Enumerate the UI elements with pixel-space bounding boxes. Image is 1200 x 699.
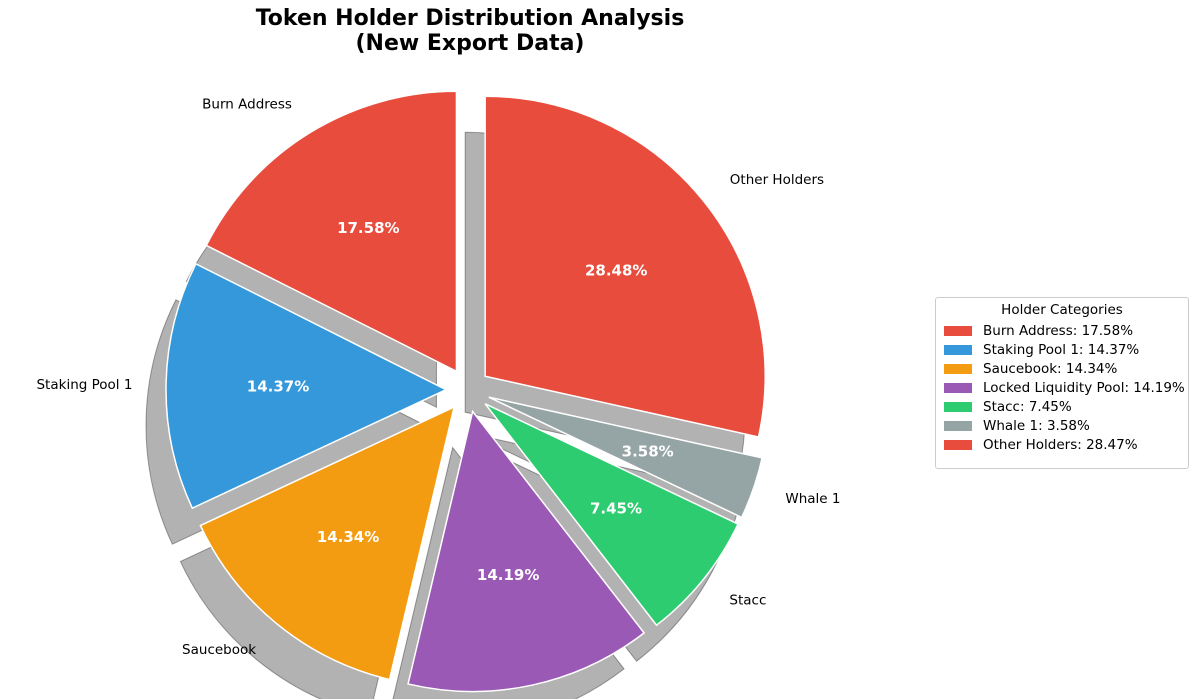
pct-label-other-holders: 28.48%	[585, 262, 647, 280]
legend-swatch	[944, 363, 972, 374]
legend-label: Staking Pool 1: 14.37%	[983, 341, 1140, 358]
pct-label-saucebook: 14.34%	[317, 528, 379, 546]
legend-swatch	[944, 401, 972, 412]
pct-label-locked-liquidity-pool: 14.19%	[477, 566, 539, 584]
slice-saucebook	[199, 405, 456, 681]
legend-swatch	[944, 344, 972, 355]
slice-staking-pool-1	[165, 262, 448, 510]
slice-label-burn-address: Burn Address	[202, 96, 292, 112]
slice-locked-liquidity-pool	[407, 409, 646, 693]
legend-label: Saucebook: 14.34%	[983, 360, 1118, 377]
legend-label: Stacc: 7.45%	[983, 398, 1072, 415]
legend-label: Burn Address: 17.58%	[983, 322, 1134, 339]
legend-swatch	[944, 439, 972, 450]
pie-slices	[165, 90, 766, 693]
legend-label: Locked Liquidity Pool: 14.19%	[983, 379, 1185, 396]
legend-swatch	[944, 325, 972, 336]
legend-rows: Burn Address: 17.58% Staking Pool 1: 14.3…	[944, 321, 1185, 454]
legend-item-burn-address: Burn Address: 17.58%	[944, 321, 1180, 340]
chart-title-line-1: Token Holder Distribution Analysis	[255, 6, 685, 31]
legend-item-saucebook: Saucebook: 14.34%	[944, 359, 1180, 378]
chart-title: Token Holder Distribution Analysis (New …	[170, 6, 770, 56]
pct-label-staking-pool-1: 14.37%	[247, 378, 309, 396]
legend-swatch	[944, 420, 972, 431]
slice-stacc	[484, 403, 740, 627]
slice-label-other-holders: Other Holders	[730, 172, 824, 188]
legend-item-whale-1: Whale 1: 3.58%	[944, 416, 1180, 435]
slice-labels: 17.58% Burn Address 14.37% Staking Pool 1 14…	[36, 96, 840, 658]
legend-item-other-holders: Other Holders: 28.47%	[944, 435, 1180, 454]
slice-label-saucebook: Saucebook	[182, 642, 256, 658]
legend-item-locked-liquidity-pool: Locked Liquidity Pool: 14.19%	[944, 378, 1185, 397]
slice-other-holders	[484, 95, 766, 438]
legend: Holder Categories Burn Address: 17.58% St…	[935, 297, 1189, 469]
slice-label-stacc: Stacc	[729, 592, 766, 608]
legend-label: Other Holders: 28.47%	[983, 436, 1138, 453]
pct-label-whale-1: 3.58%	[622, 442, 674, 460]
slice-label-whale-1: Whale 1	[785, 491, 840, 507]
pct-label-stacc: 7.45%	[590, 500, 642, 518]
legend-swatch	[944, 382, 972, 393]
legend-label: Whale 1: 3.58%	[983, 417, 1090, 434]
legend-item-staking-pool-1: Staking Pool 1: 14.37%	[944, 340, 1180, 359]
legend-item-stacc: Stacc: 7.45%	[944, 397, 1180, 416]
legend-title: Holder Categories	[1001, 302, 1123, 318]
pct-label-burn-address: 17.58%	[337, 219, 399, 237]
slice-whale-1	[488, 396, 764, 519]
slice-burn-address	[205, 90, 458, 373]
chart-title-line-2: (New Export Data)	[355, 31, 585, 56]
slice-label-staking-pool-1: Staking Pool 1	[36, 377, 132, 393]
